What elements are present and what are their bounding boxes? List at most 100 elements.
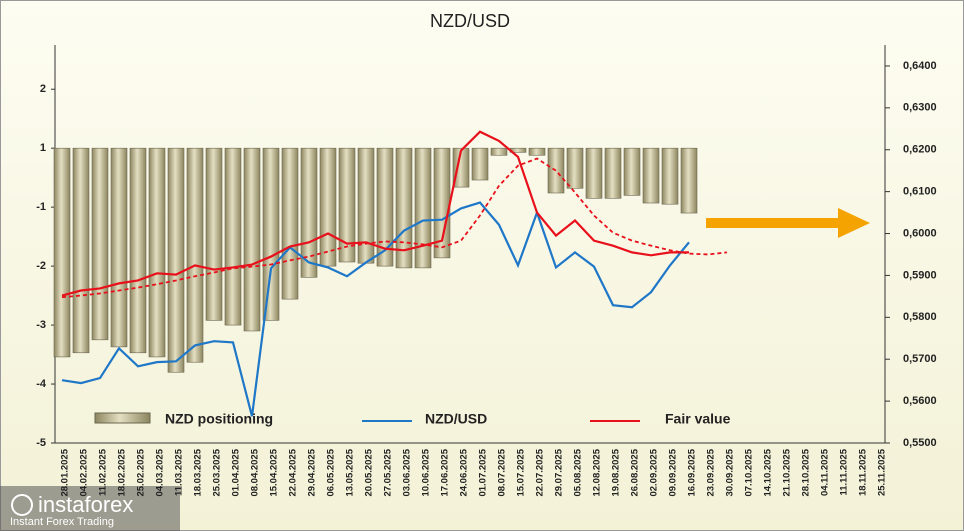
x-tick-label: 10.06.2025 (421, 448, 432, 496)
line (61, 130, 689, 297)
x-tick-label: 15.04.2025 (269, 448, 280, 496)
tick-label: 0,5600 (903, 395, 937, 407)
x-tick-label: 22.07.2025 (535, 448, 546, 496)
bar (262, 147, 280, 321)
x-tick-label: 21.10.2025 (782, 448, 793, 496)
tick-label: -1 (36, 201, 46, 213)
tick-label: 1 (40, 142, 46, 154)
bar (224, 147, 242, 326)
line (61, 157, 728, 299)
tick-label: 2 (40, 83, 46, 95)
tick-label: 0,5500 (903, 437, 937, 449)
chart-title: NZD/USD (430, 11, 510, 31)
x-tick-label: 23.09.2025 (706, 448, 717, 496)
bar (528, 147, 546, 156)
x-tick-label: 06.05.2025 (326, 448, 337, 496)
x-tick-label: 18.03.2025 (193, 448, 204, 496)
x-tick-label: 08.04.2025 (250, 448, 261, 496)
legend-swatch (94, 412, 151, 424)
x-tick-label: 27.05.2025 (383, 448, 394, 496)
x-tick-label: 09.09.2025 (668, 448, 679, 496)
bar (547, 147, 565, 194)
x-tick-label: 04.03.2025 (155, 448, 166, 496)
x-tick-label: 19.08.2025 (611, 448, 622, 496)
bar (129, 147, 147, 354)
tick-label: 0,6300 (903, 102, 937, 114)
tick-label: 0,6400 (903, 60, 937, 72)
x-tick-label: 18.02.2025 (117, 448, 128, 496)
x-tick-label: 05.08.2025 (573, 448, 584, 496)
forecast-arrow (706, 208, 870, 238)
x-tick-label: 04.11.2025 (820, 448, 831, 496)
bar (243, 147, 261, 332)
bar (490, 147, 508, 156)
bar (623, 147, 641, 196)
legend-label: Fair value (665, 411, 731, 427)
watermark-brand: instaforex (38, 492, 133, 517)
x-tick-label: 02.09.2025 (649, 448, 660, 496)
bar (167, 147, 185, 373)
x-tick-label: 16.09.2025 (687, 448, 698, 496)
bar (452, 147, 470, 188)
x-tick-label: 22.04.2025 (288, 448, 299, 496)
tick-label: -2 (36, 260, 46, 272)
bar (91, 147, 109, 341)
tick-label: 0,6100 (903, 186, 937, 198)
x-tick-label: 01.07.2025 (478, 448, 489, 496)
x-tick-label: 03.06.2025 (402, 448, 413, 496)
x-tick-label: 04.02.2025 (79, 448, 90, 496)
bar (642, 147, 660, 204)
x-tick-label: 14.10.2025 (763, 448, 774, 496)
tick-label: 0,6000 (903, 227, 937, 239)
legend-label: NZD positioning (165, 411, 273, 427)
tick-label: 0,5700 (903, 353, 937, 365)
x-tick-label: 24.06.2025 (459, 448, 470, 496)
bar (585, 147, 603, 199)
watermark: instaforex Instant Forex Trading (0, 486, 180, 531)
x-tick-label: 26.08.2025 (630, 448, 641, 496)
bar (148, 147, 166, 358)
legend-label: NZD/USD (425, 411, 487, 427)
x-tick-label: 11.11.2025 (839, 448, 850, 495)
x-tick-label: 01.04.2025 (231, 448, 242, 496)
bar (338, 147, 356, 263)
line (61, 201, 690, 417)
bar (205, 147, 223, 321)
bar (319, 147, 337, 267)
bar (471, 147, 489, 181)
x-tick-label: 25.03.2025 (212, 448, 223, 496)
tick-label: 0,6200 (903, 144, 937, 156)
x-tick-label: 07.10.2025 (744, 448, 755, 496)
bar (376, 147, 394, 267)
x-tick-label: 12.08.2025 (592, 448, 603, 496)
bar (604, 147, 622, 199)
tick-label: -5 (36, 437, 46, 449)
bar (281, 147, 299, 300)
x-tick-label: 25.11.2025 (877, 448, 888, 496)
x-tick-label: 11.03.2025 (174, 448, 185, 496)
tick-label: 0,5800 (903, 311, 937, 323)
x-tick-label: 11.02.2025 (98, 448, 109, 496)
x-tick-label: 29.04.2025 (307, 448, 318, 496)
x-tick-label: 08.07.2025 (497, 448, 508, 496)
watermark-tagline: Instant Forex Trading (10, 516, 114, 528)
bar (414, 147, 432, 269)
tick-label: -4 (36, 378, 47, 390)
x-tick-label: 13.05.2025 (345, 448, 356, 496)
bar (566, 147, 584, 189)
x-tick-label: 18.11.2025 (858, 448, 869, 496)
x-tick-label: 28.01.2025 (60, 448, 71, 496)
x-tick-label: 17.06.2025 (440, 448, 451, 496)
x-tick-label: 20.05.2025 (364, 448, 375, 496)
bar (357, 147, 375, 264)
x-tick-label: 29.07.2025 (554, 448, 565, 496)
x-tick-label: 25.02.2025 (136, 448, 147, 496)
bar (53, 147, 71, 358)
bar (680, 147, 698, 214)
tick-label: -3 (36, 319, 46, 331)
tick-label: 0,5900 (903, 269, 937, 281)
x-tick-label: 30.09.2025 (725, 448, 736, 496)
x-tick-label: 15.07.2025 (516, 448, 527, 496)
bar (661, 147, 679, 205)
bar (186, 147, 204, 363)
